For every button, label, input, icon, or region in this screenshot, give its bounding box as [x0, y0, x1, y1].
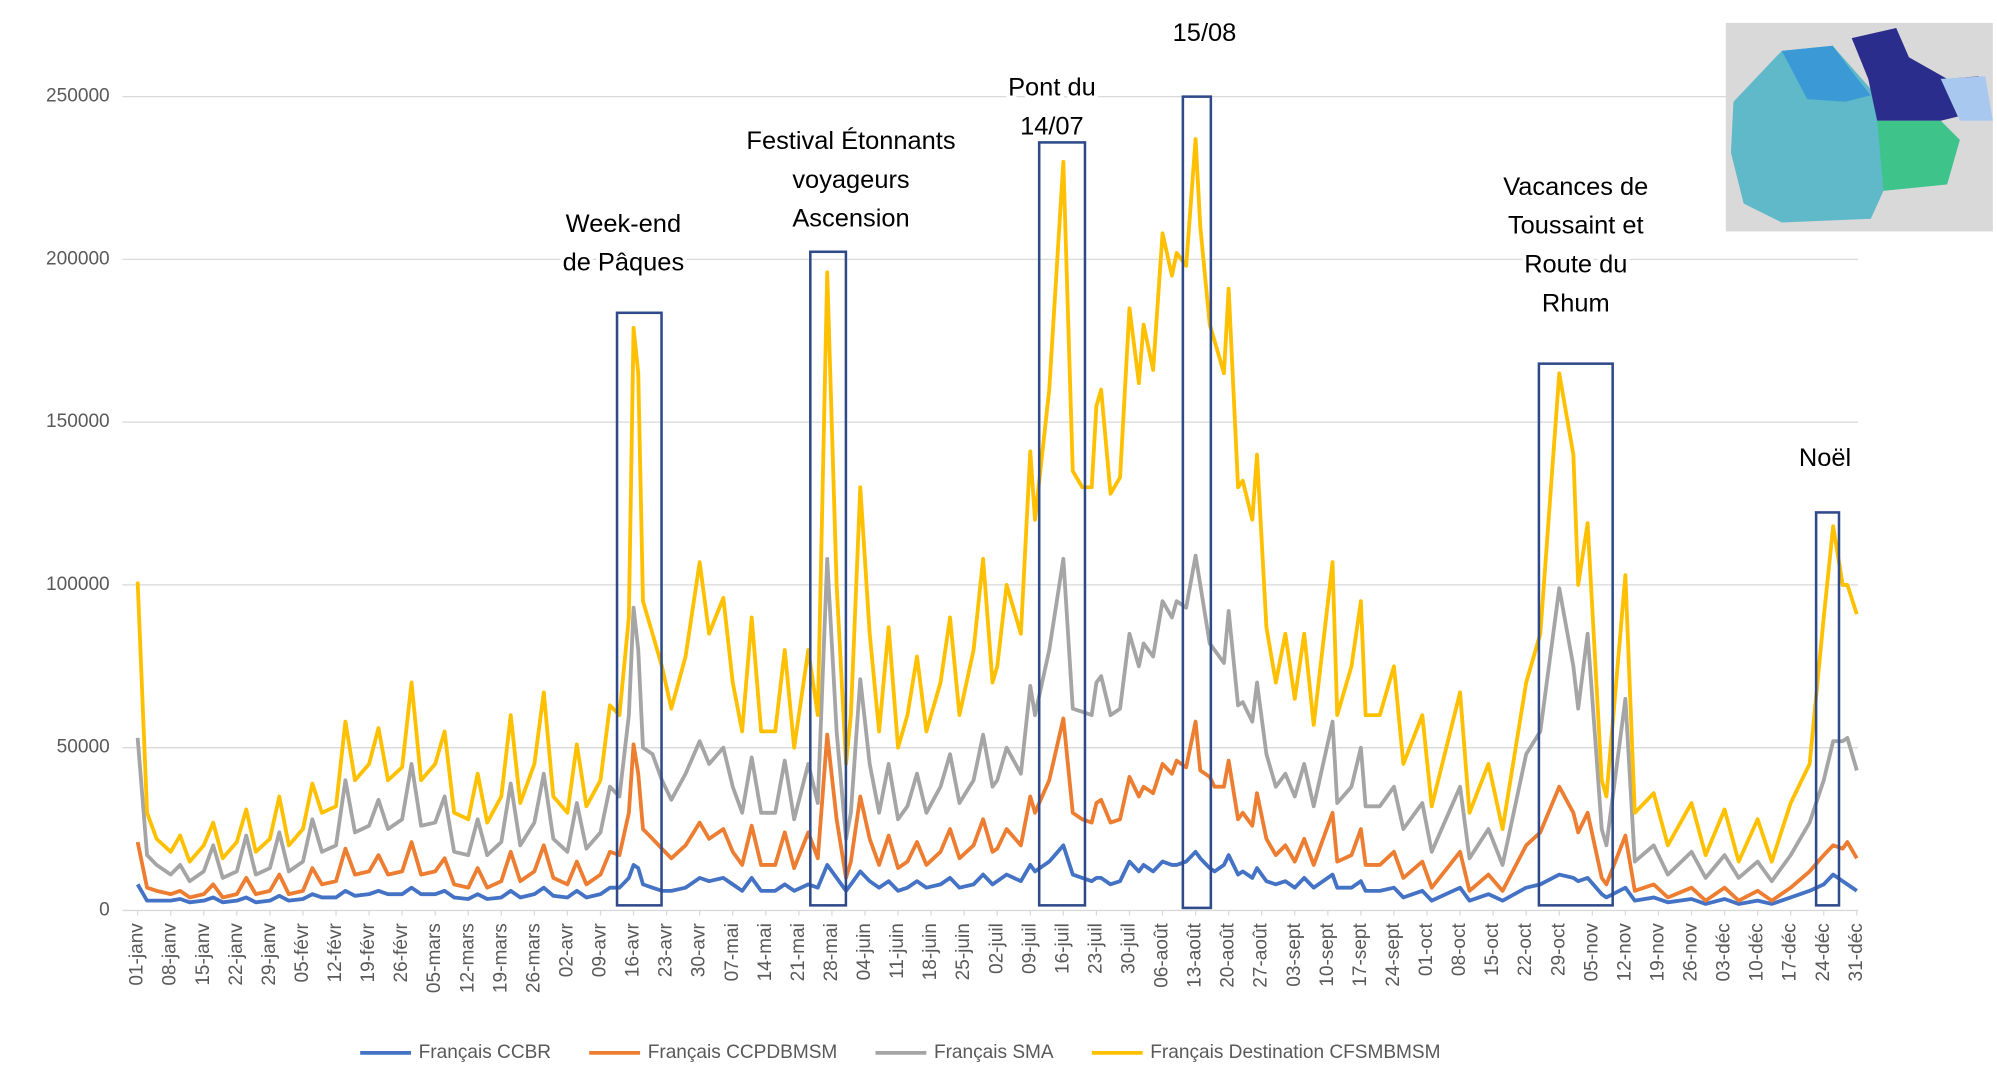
legend: Français CCBR Français CCPDBMSM Français S… — [360, 1042, 1441, 1063]
x-tick-label: 07-mai — [722, 923, 743, 981]
plot-lines — [135, 137, 1859, 906]
x-tick-label: 05-mars — [424, 923, 445, 993]
x-tick-label: 16-juil — [1052, 923, 1073, 974]
annotation: Rhum — [1542, 289, 1610, 317]
x-tick-label: 22-oct — [1515, 922, 1536, 976]
x-tick-label: 01-oct — [1416, 922, 1437, 976]
annotation: Festival Étonnants — [746, 126, 955, 155]
x-tick-label: 11-juin — [887, 923, 908, 979]
y-tick-label: 0 — [99, 899, 110, 920]
x-tick-label: 19-nov — [1647, 923, 1668, 982]
highlight-box — [615, 311, 663, 907]
highlight-boxes — [615, 95, 1841, 910]
series-line — [135, 553, 1859, 884]
x-tick-label: 19-mars — [490, 923, 511, 993]
x-tick-label: 12-févr — [325, 923, 346, 983]
x-tick-label: 08-janv — [160, 923, 181, 986]
y-tick-label: 250000 — [46, 86, 110, 107]
legend-label: Français CCPDBMSM — [648, 1042, 838, 1063]
x-tick-label: 30-avr — [689, 923, 710, 978]
x-tick-label: 19-févr — [358, 923, 379, 983]
map-region — [1851, 27, 1979, 121]
series-line — [136, 843, 1858, 906]
annotation: de Pâques — [563, 249, 685, 277]
x-tick-label: 30-juil — [1119, 923, 1140, 974]
annotation: voyageurs — [792, 166, 909, 194]
x-tick-label: 14-mai — [755, 923, 776, 981]
x-tick-label: 06-août — [1152, 922, 1173, 987]
map-region — [1781, 45, 1871, 102]
x-tick-label: 22-janv — [226, 923, 247, 986]
series-line — [135, 716, 1859, 903]
x-tick-label: 23-avr — [656, 923, 677, 978]
x-tick-label: 05-nov — [1581, 923, 1602, 982]
x-tick-label: 01-janv — [127, 923, 148, 986]
annotation: 15/08 — [1173, 19, 1237, 47]
labels: 0 50000 100000 150000 200000 250000 01-janv 08-… — [46, 15, 1867, 993]
annotation: Noël — [1799, 444, 1851, 472]
annotation: 14/07 — [1020, 113, 1084, 141]
x-tick-label: 29-janv — [259, 923, 280, 986]
x-tick-label: 15-oct — [1482, 922, 1503, 976]
x-tick-label: 04-juin — [854, 923, 875, 980]
y-tick-label: 200000 — [46, 248, 110, 269]
x-tick-label: 24-déc — [1813, 923, 1834, 982]
x-tick-label: 05-févr — [292, 923, 313, 983]
highlight-box — [1537, 362, 1614, 907]
x-tick-label: 28-mai — [821, 923, 842, 981]
x-tick-label: 15-janv — [193, 923, 214, 986]
annotation: Toussaint et — [1508, 212, 1644, 240]
x-tick-label: 25-juin — [953, 923, 974, 980]
x-tick-label: 18-juin — [920, 923, 941, 980]
annotation: Vacances de — [1503, 173, 1648, 201]
x-tick-label: 12-nov — [1614, 923, 1635, 982]
x-tick-label: 17-déc — [1780, 923, 1801, 982]
series-line — [135, 137, 1859, 864]
x-tick-label: 23-juil — [1085, 923, 1106, 974]
x-tick-label: 12-mars — [457, 923, 478, 993]
x-tick-label: 27-août — [1251, 922, 1272, 987]
x-tick-label: 10-déc — [1747, 923, 1768, 982]
x-tick-label: 09-juil — [1019, 923, 1040, 974]
grid — [122, 96, 1859, 916]
highlight-box — [1181, 95, 1213, 910]
x-tick-label: 03-déc — [1714, 923, 1735, 982]
map-region — [1877, 120, 1960, 191]
x-tick-label: 10-sept — [1317, 922, 1338, 986]
x-tick-label: 17-sept — [1350, 922, 1371, 986]
x-tick-label: 20-août — [1218, 922, 1239, 987]
annotation: Pont du — [1008, 74, 1096, 102]
highlight-box — [809, 250, 848, 907]
legend-label: Français SMA — [934, 1042, 1054, 1063]
y-tick-label: 150000 — [46, 411, 110, 432]
x-tick-label: 16-avr — [623, 923, 644, 978]
annotation: Ascension — [792, 205, 909, 233]
x-tick-label: 26-mars — [523, 923, 544, 993]
legend-label: Français Destination CFSMBMSM — [1150, 1042, 1440, 1063]
x-tick-label: 08-oct — [1449, 922, 1470, 976]
map-inset — [1725, 22, 1993, 232]
x-tick-label: 09-avr — [590, 923, 611, 978]
x-tick-label: 02-juil — [986, 923, 1007, 974]
annotation: Week-end — [566, 210, 681, 238]
map-region — [1940, 76, 1993, 121]
x-tick-label: 26-nov — [1681, 923, 1702, 982]
x-tick-label: 26-févr — [391, 923, 412, 983]
x-tick-label: 24-sept — [1383, 922, 1404, 986]
x-tick-label: 02-avr — [556, 923, 577, 978]
x-tick-label: 21-mai — [788, 923, 809, 981]
x-tick-label: 13-août — [1185, 922, 1206, 987]
highlight-box — [1037, 141, 1087, 907]
x-tick-label: 29-oct — [1548, 922, 1569, 976]
y-tick-label: 100000 — [46, 574, 110, 595]
x-tick-label: 31-déc — [1846, 923, 1867, 982]
x-tick-label: 03-sept — [1284, 922, 1305, 986]
legend-label: Français CCBR — [419, 1042, 551, 1063]
y-tick-label: 50000 — [57, 737, 110, 758]
highlight-box — [1814, 511, 1841, 907]
annotation: Route du — [1524, 250, 1627, 278]
